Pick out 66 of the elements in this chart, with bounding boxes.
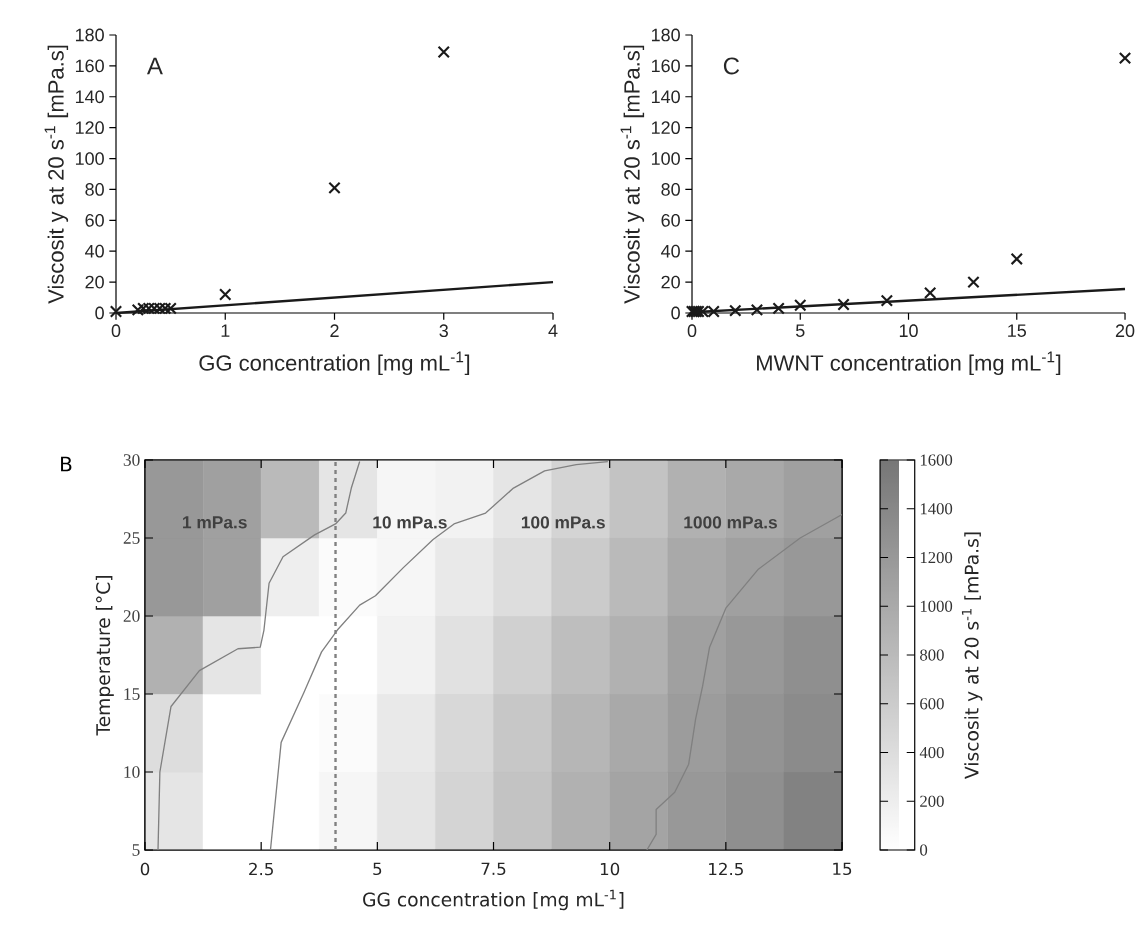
color-bar-title: Viscosit y at 20 s$^{-1}$ [mPa.s] — [961, 532, 983, 779]
color-bar-label: 1200 — [920, 551, 953, 564]
color-bar-label: 600 — [920, 698, 944, 710]
y-tick-label: 40 — [85, 244, 104, 258]
x-tick-label: 12.5 — [709, 862, 743, 876]
y-tick-label: 25 — [123, 532, 140, 544]
y-tick-label: 40 — [661, 244, 680, 258]
x-axis-title: GG concentration [mg mL$^{-1}$] — [363, 889, 624, 911]
y-tick-label: 100 — [75, 152, 104, 165]
y-axis-title: Temperature [°C] — [95, 576, 114, 736]
x-tick-label: 4 — [548, 324, 558, 337]
text: C — [723, 57, 740, 75]
y-tick-label: 10 — [124, 766, 140, 778]
y-axis-title: Viscosit y at 20 s$^{-1}$ [mPa.s] — [44, 45, 69, 304]
x-axis-title: MWNT concentration [mg mL$^{-1}$] — [757, 351, 1061, 376]
x-tick-label: 0 — [687, 324, 697, 338]
y-axis-title: Viscosit y at 20 s$^{-1}$ [mPa.s] — [620, 45, 645, 304]
y-tick-label: 120 — [75, 121, 104, 135]
x-tick-label: 3 — [439, 324, 448, 338]
color-bar-label: 1000 — [920, 600, 953, 612]
x-tick-label: 20 — [1115, 324, 1135, 338]
x-tick-label: 5 — [795, 324, 805, 337]
annotation: 100 mPa.s — [521, 516, 605, 529]
y-tick-label: 60 — [85, 213, 104, 227]
y-tick-label: 20 — [123, 610, 140, 622]
x-tick-label: 2.5 — [249, 862, 273, 876]
color-bar-label: 1400 — [920, 503, 953, 515]
x-tick-label: 2 — [330, 324, 339, 337]
y-tick-label: 20 — [661, 275, 680, 289]
annotation: 1000 mPa.s — [684, 516, 777, 529]
x-axis-title: GG concentration [mg mL$^{-1}$] — [199, 351, 470, 376]
text: A — [146, 57, 163, 75]
y-tick-label: 160 — [651, 59, 680, 73]
y-tick-label: 15 — [124, 688, 140, 700]
x-tick-label: 15 — [833, 862, 852, 876]
annotation: 10 mPa.s — [373, 516, 447, 529]
color-bar-label: 1600 — [920, 454, 953, 466]
color-bar-label: 0 — [920, 844, 928, 856]
y-tick-label: 120 — [651, 121, 680, 135]
x-tick-label: 1 — [221, 324, 230, 337]
x-tick-label: 15 — [1008, 324, 1027, 337]
y-tick-label: 80 — [85, 183, 104, 196]
chart-title: B — [61, 456, 72, 472]
y-tick-label: 5 — [132, 844, 140, 856]
x-tick-label: 10 — [600, 862, 620, 876]
y-tick-label: 0 — [95, 306, 104, 320]
y-tick-label: 180 — [75, 28, 104, 42]
x-tick-label: 5 — [373, 862, 382, 876]
color-bar-label: 400 — [919, 746, 944, 759]
y-tick-label: 140 — [75, 90, 104, 104]
x-tick-label: 10 — [899, 324, 918, 338]
x-tick-label: 7.5 — [481, 862, 506, 876]
y-tick-label: 20 — [85, 275, 104, 289]
y-tick-label: 140 — [651, 90, 680, 104]
color-bar-label: 800 — [920, 649, 944, 661]
y-tick-label: 160 — [75, 59, 104, 73]
y-tick-label: 100 — [651, 152, 680, 165]
x-tick-label: 0 — [111, 324, 121, 338]
annotation: 1 mPa.s — [183, 516, 247, 529]
y-tick-label: 60 — [661, 213, 680, 227]
color-bar-label: 200 — [920, 795, 944, 807]
x-tick-label: 0 — [140, 862, 150, 876]
y-tick-label: 180 — [651, 28, 680, 42]
y-tick-label: 0 — [671, 306, 680, 320]
y-tick-label: 80 — [661, 183, 680, 196]
y-tick-label: 30 — [123, 454, 140, 466]
